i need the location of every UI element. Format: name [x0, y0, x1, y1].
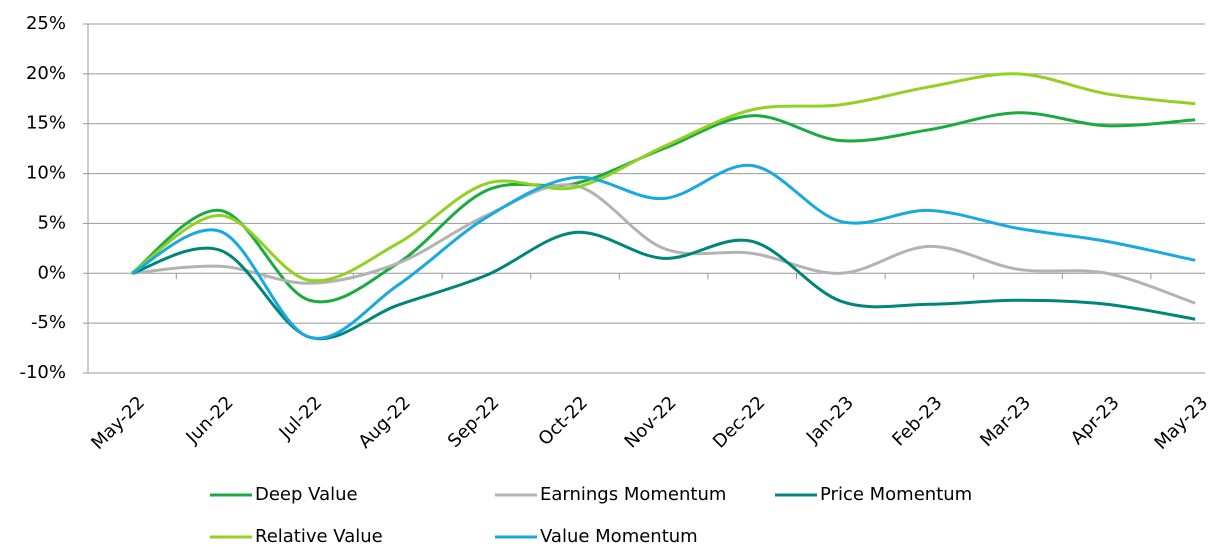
x-tick-label: May-23 [1151, 392, 1213, 454]
legend-label: Deep Value [255, 484, 358, 505]
series-line [131, 163, 1196, 340]
x-tick-label: Apr-23 [1067, 392, 1124, 449]
y-tick-label: 5% [37, 212, 66, 233]
x-tick-label: Oct-22 [534, 392, 592, 450]
y-tick-label: -10% [19, 362, 66, 383]
x-tick-label: Dec-22 [709, 392, 769, 452]
x-tick-label: Nov-22 [621, 392, 681, 452]
x-tick-label: Jun-22 [181, 392, 237, 448]
y-tick-label: 25% [26, 13, 66, 34]
x-tick-label: Sep-22 [444, 392, 504, 452]
x-tick-label: Jan-23 [802, 392, 858, 448]
y-tick-label: -5% [31, 312, 66, 333]
legend-label: Price Momentum [820, 484, 972, 505]
legend-label: Value Momentum [540, 526, 698, 547]
y-tick-label: 15% [26, 113, 66, 134]
series-line [131, 72, 1196, 283]
y-tick-label: 20% [26, 63, 66, 84]
x-tick-label: Mar-23 [976, 392, 1035, 451]
y-tick-label: 0% [37, 262, 66, 283]
series-line [131, 183, 1196, 305]
legend-label: Relative Value [255, 526, 383, 547]
y-tick-label: 10% [26, 163, 66, 184]
legend-label: Earnings Momentum [540, 484, 726, 505]
x-tick-label: Jul-22 [275, 392, 327, 444]
x-tick-label: Aug-22 [354, 392, 414, 452]
x-tick-label: May-22 [87, 392, 149, 454]
x-tick-label: Feb-23 [888, 392, 946, 450]
